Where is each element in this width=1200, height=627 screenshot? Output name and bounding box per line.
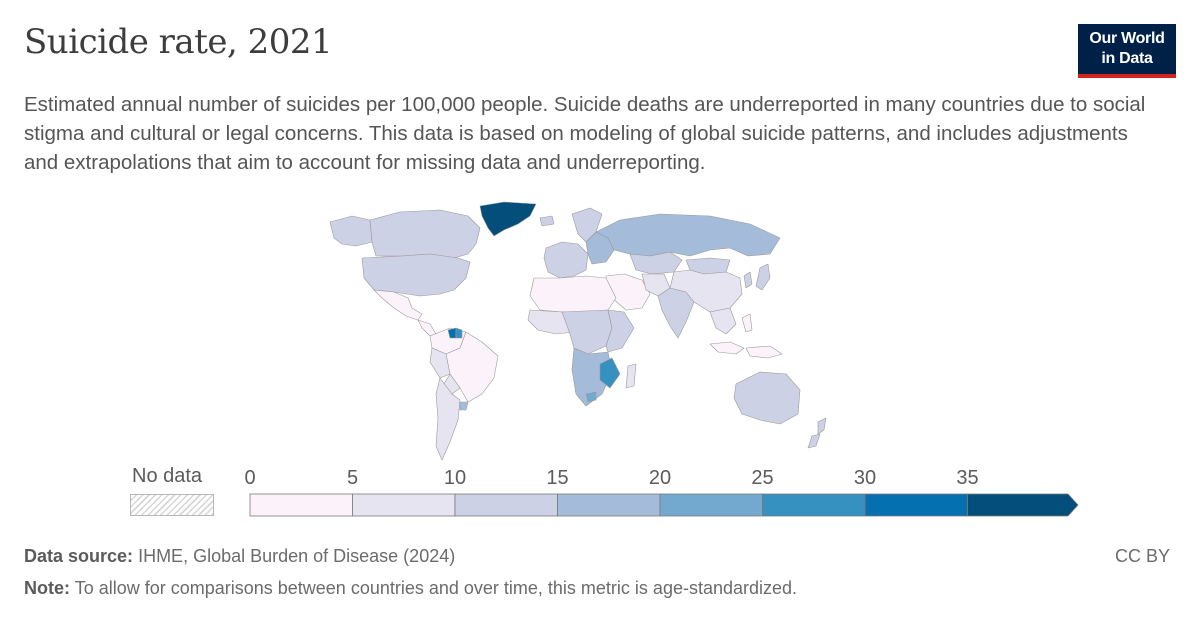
region-new-zealand[interactable] bbox=[807, 417, 827, 449]
legend-tick-label: 10 bbox=[444, 467, 466, 489]
note-text: To allow for comparisons between countri… bbox=[74, 578, 798, 598]
region-north-africa[interactable] bbox=[529, 275, 617, 313]
no-data-label: No data bbox=[132, 465, 203, 487]
region-korea-japan[interactable] bbox=[743, 263, 771, 291]
region-iceland[interactable] bbox=[539, 215, 555, 227]
owid-logo[interactable]: Our World in Data bbox=[1078, 24, 1176, 78]
license-link[interactable]: CC BY bbox=[1114, 546, 1170, 566]
legend-tick-label: 5 bbox=[347, 467, 358, 489]
region-central-america[interactable] bbox=[417, 319, 437, 337]
region-east-africa[interactable] bbox=[605, 309, 635, 353]
legend-tick-label: 0 bbox=[244, 467, 255, 489]
data-source: Data source: IHME, Global Burden of Dise… bbox=[24, 546, 455, 567]
region-western-europe[interactable] bbox=[543, 241, 589, 279]
chart-note: Note: To allow for comparisons between c… bbox=[24, 578, 797, 599]
region-central-africa[interactable] bbox=[561, 309, 613, 355]
legend-bin-25-30[interactable] bbox=[762, 493, 866, 517]
region-argentina-chile[interactable] bbox=[435, 377, 461, 461]
region-mozambique-zimbabwe[interactable] bbox=[599, 357, 621, 389]
region-kazakhstan[interactable] bbox=[629, 251, 683, 275]
legend-tick-label: 30 bbox=[854, 467, 876, 489]
region-usa[interactable] bbox=[361, 253, 471, 297]
logo-line-2: in Data bbox=[1101, 50, 1153, 67]
chart-title: Suicide rate, 2021 bbox=[24, 22, 333, 62]
region-australia[interactable] bbox=[733, 371, 801, 425]
legend-bin-30-35[interactable] bbox=[864, 493, 968, 517]
logo-line-1: Our World bbox=[1089, 30, 1165, 47]
region-mexico[interactable] bbox=[373, 289, 423, 321]
region-southern-africa[interactable] bbox=[571, 347, 613, 407]
legend-tick-label: 15 bbox=[546, 467, 568, 489]
world-map[interactable] bbox=[290, 198, 850, 470]
legend-bin-20-25[interactable] bbox=[659, 493, 763, 517]
legend-bin-35-plus[interactable] bbox=[967, 493, 1079, 517]
chart-subtitle: Estimated annual number of suicides per … bbox=[24, 93, 1146, 174]
region-canada[interactable] bbox=[369, 209, 481, 259]
region-russia[interactable] bbox=[595, 213, 781, 257]
region-suriname[interactable] bbox=[455, 327, 463, 339]
region-alaska[interactable] bbox=[329, 215, 373, 247]
source-label: Data source: bbox=[24, 546, 134, 566]
region-uruguay[interactable] bbox=[459, 401, 469, 411]
region-lesotho-sa[interactable] bbox=[585, 391, 597, 403]
no-data-swatch[interactable] bbox=[130, 494, 214, 516]
source-text[interactable]: IHME, Global Burden of Disease (2024) bbox=[138, 546, 456, 566]
legend-bin-0-5[interactable] bbox=[249, 493, 353, 517]
legend-tick-label: 20 bbox=[649, 467, 671, 489]
legend-bin-5-10[interactable] bbox=[352, 493, 456, 517]
region-madagascar[interactable] bbox=[625, 363, 637, 389]
region-china[interactable] bbox=[669, 269, 743, 313]
note-label: Note: bbox=[24, 578, 70, 598]
region-peru[interactable] bbox=[429, 347, 451, 379]
legend-tick-label: 35 bbox=[956, 467, 978, 489]
region-southeast-asia[interactable] bbox=[709, 307, 737, 335]
legend-tick-label: 25 bbox=[751, 467, 773, 489]
legend-bin-10-15[interactable] bbox=[454, 493, 558, 517]
legend-bin-15-20[interactable] bbox=[557, 493, 661, 517]
region-indonesia-philippines[interactable] bbox=[709, 313, 783, 359]
region-greenland[interactable] bbox=[479, 201, 537, 237]
color-legend: 0 5 10 15 20 25 30 35 bbox=[244, 467, 1079, 517]
